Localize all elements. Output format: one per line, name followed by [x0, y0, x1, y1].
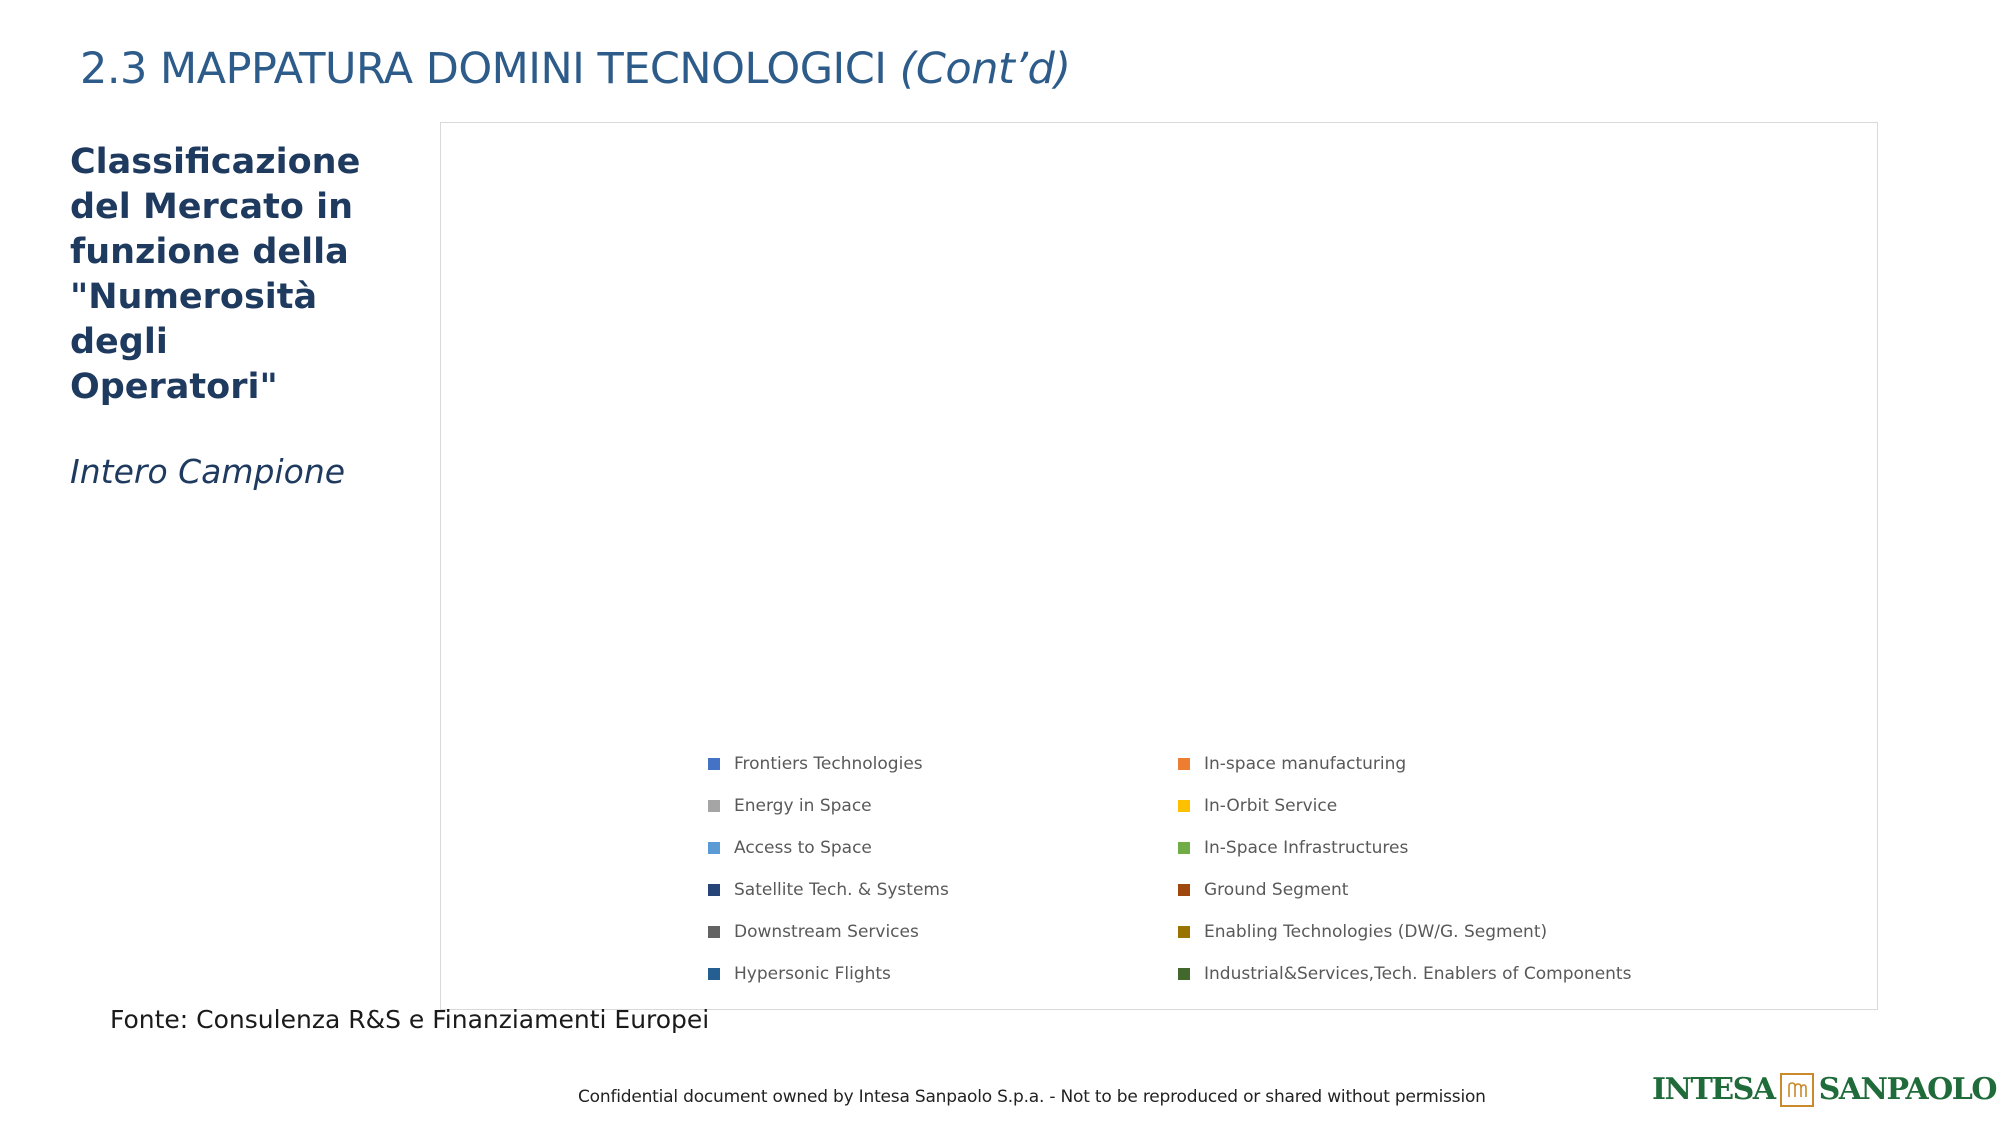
treemap-label: In-Orbit	[0, 0, 60, 4]
treemap-label: Service	[0, 0, 60, 4]
treemap-label: Frontiers	[0, 0, 36, 4]
treemap-tile-satellite-tech-systems: Satellite Tech. & Systems	[0, 430, 203, 450]
confidential-footer: Confidential document owned by Intesa Sa…	[578, 1087, 1486, 1107]
treemap-tile-hypersonic-flights: Hy...	[0, 0, 36, 4]
slide-title: 2.3 MAPPATURA DOMINI TECNOLOGICI (Cont’d…	[80, 44, 1071, 94]
treemap-tile-downstream-services: Downstream Services	[0, 693, 175, 713]
treemap-tile-access-to-space: Access to Space	[0, 0, 134, 4]
side-heading: Classificazione del Mercato in funzione …	[70, 142, 361, 407]
treemap-label: In-Space	[0, 0, 36, 4]
chart-frame	[440, 122, 1878, 1010]
treemap-label: In-space	[0, 0, 35, 4]
treemap-label: Enabling Technologies (DW/G.	[0, 667, 122, 687]
treemap-label: Hy...	[0, 0, 36, 4]
side-subheading: Intero Campione	[70, 452, 346, 491]
treemap-label: in	[0, 0, 7, 4]
treemap-label: Access to Space	[0, 0, 134, 4]
treemap-label: Segment)	[0, 693, 39, 713]
treemap-label: En...	[0, 0, 19, 4]
treemap-label: Segment	[0, 0, 72, 4]
treemap-label: manufacturing	[0, 0, 57, 4]
intesa-sanpaolo-logo: INTESA SANPAOLO	[1652, 1072, 1998, 1107]
slide-title-main: 2.3 MAPPATURA DOMINI TECNOLOGICI	[80, 44, 900, 94]
source-note: Fonte: Consulenza R&S e Finanziamenti Eu…	[110, 1005, 710, 1034]
slide-title-italic: (Cont’d)	[899, 44, 1071, 94]
treemap-label: Ground	[0, 0, 60, 4]
treemap-label: Technologies	[0, 0, 53, 4]
treemap-tile-energy-in-space: En...inSp...	[0, 0, 19, 4]
treemap-label: Satellite Tech. & Systems	[0, 430, 203, 450]
logo-mark-icon	[1779, 1072, 1814, 1107]
logo-word-left: INTESA	[1652, 1072, 1776, 1107]
treemap-label: Downstream Services	[0, 693, 175, 713]
treemap-label: Sp...	[0, 0, 19, 4]
logo-word-right: SANPAOLO	[1818, 1072, 1998, 1107]
treemap-tile-enabling-technologies-dw-g-segment: Enabling Technologies (DW/G. Segment)	[0, 667, 122, 713]
treemap-label: Infrastructures	[0, 0, 58, 4]
